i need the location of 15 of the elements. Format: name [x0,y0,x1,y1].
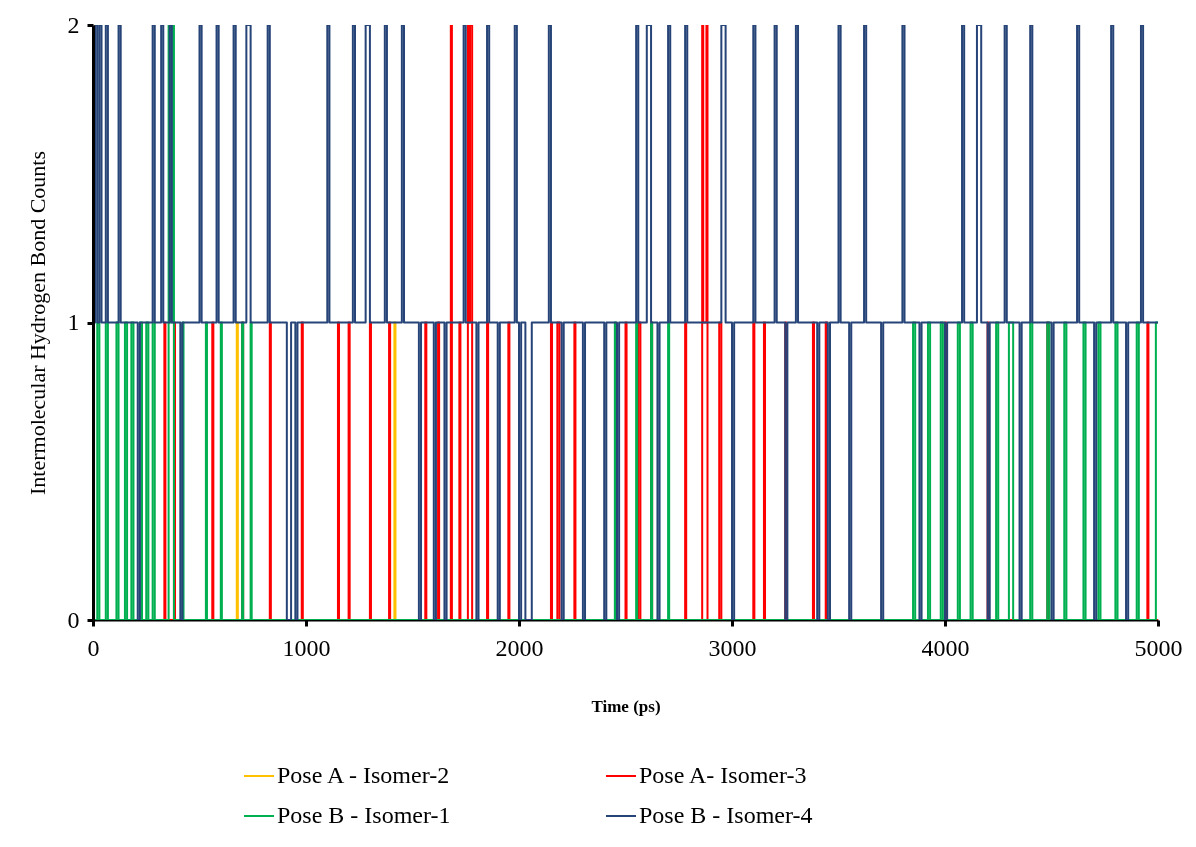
x-tick-label: 2000 [495,634,544,661]
y-tick-label: 1 [67,309,80,335]
x-tick-label: 5000 [1134,634,1183,661]
x-axis-title: Time (ps) [591,696,661,716]
y-tick-label: 2 [67,11,80,38]
x-tick-label: 0 [87,634,100,661]
legend-label: Pose B - Isomer-1 [277,802,451,828]
x-tick-label: 4000 [921,634,970,661]
x-tick-label: 1000 [282,634,331,661]
legend-label: Pose B - Isomer-4 [639,802,813,828]
y-axis-title: Intermolecular Hydrogen Bond Counts [24,151,50,495]
x-tick-label: 3000 [708,634,757,661]
legend-label: Pose A- Isomer-3 [639,762,807,788]
y-tick-label: 0 [67,606,80,633]
legend-label: Pose A - Isomer-2 [277,762,450,788]
